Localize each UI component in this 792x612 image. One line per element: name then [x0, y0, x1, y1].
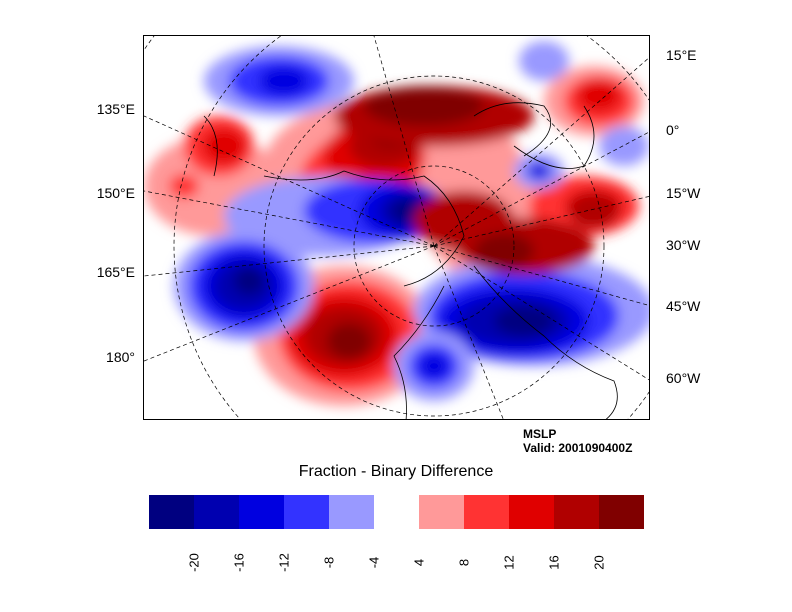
colorbar-swatch	[554, 495, 599, 529]
variable-label: MSLP	[523, 427, 557, 441]
negative-anomaly-region	[234, 267, 264, 295]
coastlines	[203, 102, 618, 419]
negative-anomaly-region	[259, 66, 309, 96]
colorbar-swatch	[599, 495, 644, 529]
negative-anomaly-region	[494, 306, 554, 336]
lon-label: 165°E	[96, 264, 135, 280]
lon-label: 180°	[106, 349, 135, 365]
positive-anomaly-region	[474, 233, 534, 269]
lon-label: 30°W	[666, 237, 701, 253]
lon-label: 150°E	[96, 185, 135, 201]
colorbar-tick-label: 16	[546, 555, 562, 570]
colorbar-tick-label: -4	[366, 556, 382, 569]
colorbar-swatch	[194, 495, 239, 529]
negative-anomaly-region	[519, 41, 569, 81]
colorbar-tick-label: -16	[231, 553, 247, 572]
lon-label: 135°E	[96, 101, 135, 117]
colorbar-tick-label: -8	[321, 556, 337, 569]
lon-label: 15°E	[666, 47, 697, 63]
negative-anomaly-region	[419, 353, 449, 379]
colorbar-tick-label: -20	[186, 553, 202, 572]
positive-anomaly-region	[577, 80, 621, 112]
colorbar-swatch	[464, 495, 509, 529]
lon-label: 45°W	[666, 298, 701, 314]
difference-field	[144, 36, 649, 419]
lon-label: 60°W	[666, 370, 701, 386]
positive-anomaly-region	[569, 193, 619, 229]
positive-anomaly-region	[169, 174, 199, 198]
map-panel	[143, 35, 650, 420]
colorbar-title: Fraction - Binary Difference	[298, 463, 494, 480]
colorbar-tick-label: 12	[501, 555, 517, 570]
colorbar-tick-label: 20	[591, 555, 607, 570]
positive-anomaly-region	[364, 86, 484, 126]
colorbar-tick-label: -12	[276, 553, 292, 572]
colorbar-swatch	[239, 495, 284, 529]
colorbar-swatch	[284, 495, 329, 529]
colorbar-tick-label: 4	[411, 558, 427, 567]
colorbar-swatch	[374, 495, 419, 529]
colorbar-swatch	[149, 495, 194, 529]
negative-anomaly-region	[599, 126, 649, 166]
lon-label: 15°W	[666, 185, 701, 201]
positive-anomaly-region	[327, 323, 371, 359]
graticule	[144, 36, 649, 419]
colorbar-swatch	[509, 495, 554, 529]
colorbar	[149, 495, 644, 529]
valid-time: Valid: 2001090400Z	[523, 441, 633, 455]
lon-label: 0°	[666, 122, 680, 138]
colorbar-swatch	[419, 495, 464, 529]
colorbar-swatch	[329, 495, 374, 529]
positive-anomaly-region	[202, 128, 246, 164]
plot-info: MSLP Valid: 2001090400Z	[523, 427, 632, 455]
colorbar-tick-label: 8	[456, 558, 472, 567]
negative-anomaly-region	[527, 162, 551, 180]
